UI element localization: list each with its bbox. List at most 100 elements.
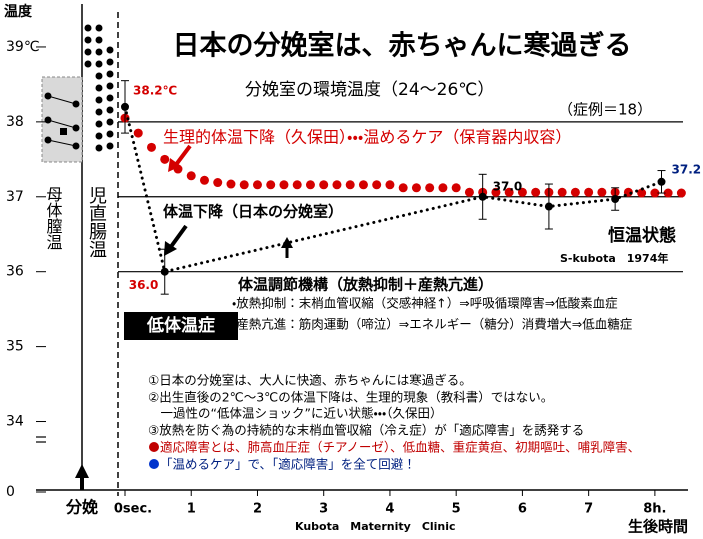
x-axis-label: 生後時間 [628, 518, 688, 536]
data-point [213, 178, 223, 188]
bullet [149, 442, 159, 452]
data-point [517, 187, 527, 197]
arrow [168, 224, 188, 250]
data-point [637, 188, 647, 198]
data-point [319, 180, 329, 190]
mechanism-title: 体温調節機構（放熱抑制＋産熱亢進） [238, 276, 493, 294]
infant-dot [106, 130, 114, 138]
y-tick-label: 37 [6, 189, 24, 205]
data-point [650, 188, 660, 198]
data-point [451, 183, 461, 193]
data-point [372, 180, 382, 190]
data-point [385, 180, 395, 190]
data-point [611, 195, 620, 204]
x-tick-label: 3 [319, 502, 328, 517]
red-arrow-head [168, 158, 181, 172]
data-point [478, 192, 487, 201]
y-tick-label: 38 [6, 114, 24, 130]
y-tick-label: 35 [6, 339, 24, 355]
infant-dot [106, 82, 114, 90]
legend-entry: 体温下降（日本の分娩室） [163, 203, 343, 221]
data-point [531, 187, 541, 197]
data-label: 37.0 [493, 179, 523, 193]
data-point [597, 187, 607, 197]
data-point [121, 102, 129, 111]
infant-dot [95, 120, 103, 128]
birth-label: 分娩 [65, 498, 98, 517]
data-point [438, 183, 448, 193]
note: ②出生直後の2℃～3℃の体温下降は、生理的現象（教科書）ではない。 [148, 390, 553, 405]
infant-dot [95, 72, 103, 80]
data-point [305, 180, 315, 190]
data-point [332, 180, 342, 190]
source: S-kubota 1974年 [560, 251, 668, 265]
mechanism-item: ・放熱抑制：末梢血管収縮（交感神経↑）⇒呼吸循環障害⇒低酸素血症 [232, 296, 618, 311]
y-axis-label: 温度 [4, 3, 33, 20]
data-point [199, 175, 209, 185]
data-point [676, 188, 686, 198]
maternal-dot [44, 92, 52, 100]
data-point [146, 142, 156, 152]
data-point [425, 183, 435, 193]
data-point [292, 180, 302, 190]
annotation: 恒温状態 [608, 225, 676, 246]
note: 一過性の“低体温ショック”に近い状態・・・（久保田） [148, 406, 442, 421]
infant-dot [106, 106, 114, 114]
infant-dot [95, 84, 103, 92]
arrow-head [164, 241, 177, 256]
infant-dot [95, 48, 103, 56]
x-tick-label: 8h. [643, 502, 666, 517]
infant-label: 児直腸温 [86, 186, 107, 258]
data-point [345, 180, 355, 190]
maternal-dot [72, 124, 80, 132]
infant-dot [106, 94, 114, 102]
data-point [226, 179, 236, 189]
data-label: 37.2 [672, 162, 702, 176]
data-point [663, 188, 673, 198]
red-arrow [173, 144, 192, 168]
note: ①日本の分娩室は、大人に快適、赤ちゃんには寒過ぎる。 [148, 373, 472, 388]
x-tick-label: 0sec. [114, 502, 152, 517]
maternal-dot [44, 136, 52, 144]
data-point [252, 180, 262, 190]
maternal-link [47, 119, 77, 129]
infant-dot [106, 70, 114, 78]
data-point [279, 180, 289, 190]
maternal-dot [72, 100, 80, 108]
infant-dot [84, 48, 92, 56]
infant-dot [84, 24, 92, 32]
infant-dot [95, 24, 103, 32]
infant-dot [84, 60, 92, 68]
data-point [504, 187, 514, 197]
hypothermia-box [124, 312, 238, 340]
data-point [358, 180, 368, 190]
x-tick-label: 4 [385, 502, 394, 517]
hypothermia-label: 低体温症 [146, 315, 215, 336]
x-tick-label: 6 [518, 502, 527, 517]
maternal-dot [72, 142, 80, 150]
note: 適応障害とは、肺高血圧症（チアノーゼ）、低血糖、重症黄疸、初期嘔吐、哺乳障害、 [160, 440, 640, 455]
note: ③放熱を防ぐ為の持続的な末梢血管収縮（冷え症）が「適応障害」を誘発する [148, 423, 584, 438]
arrow-head [281, 237, 293, 248]
x-tick-label: 1 [187, 502, 196, 517]
y-tick-label: 39℃ [6, 39, 40, 55]
subtitle: 分娩室の環境温度（24～26℃） [245, 80, 494, 100]
infant-dot [106, 58, 114, 66]
maternal-label: 母体膣温 [44, 186, 63, 250]
data-point [133, 128, 143, 138]
y-tick-label: 0 [6, 484, 15, 500]
maternal-link [47, 139, 77, 147]
data-line [123, 105, 664, 274]
mechanism-item: ・産熱亢進：筋肉運動（啼泣）⇒エネルギー（糖分）消費増大⇒低血糖症 [232, 317, 632, 332]
data-point [570, 187, 580, 197]
y-tick-label: 36 [6, 264, 24, 280]
cases: （症例＝18） [558, 101, 652, 119]
data-point [411, 183, 421, 193]
maternal-link [47, 95, 77, 105]
data-label: 38.2℃ [133, 83, 177, 97]
data-point [173, 164, 183, 174]
infant-dot [95, 144, 103, 152]
infant-dot [106, 46, 114, 54]
